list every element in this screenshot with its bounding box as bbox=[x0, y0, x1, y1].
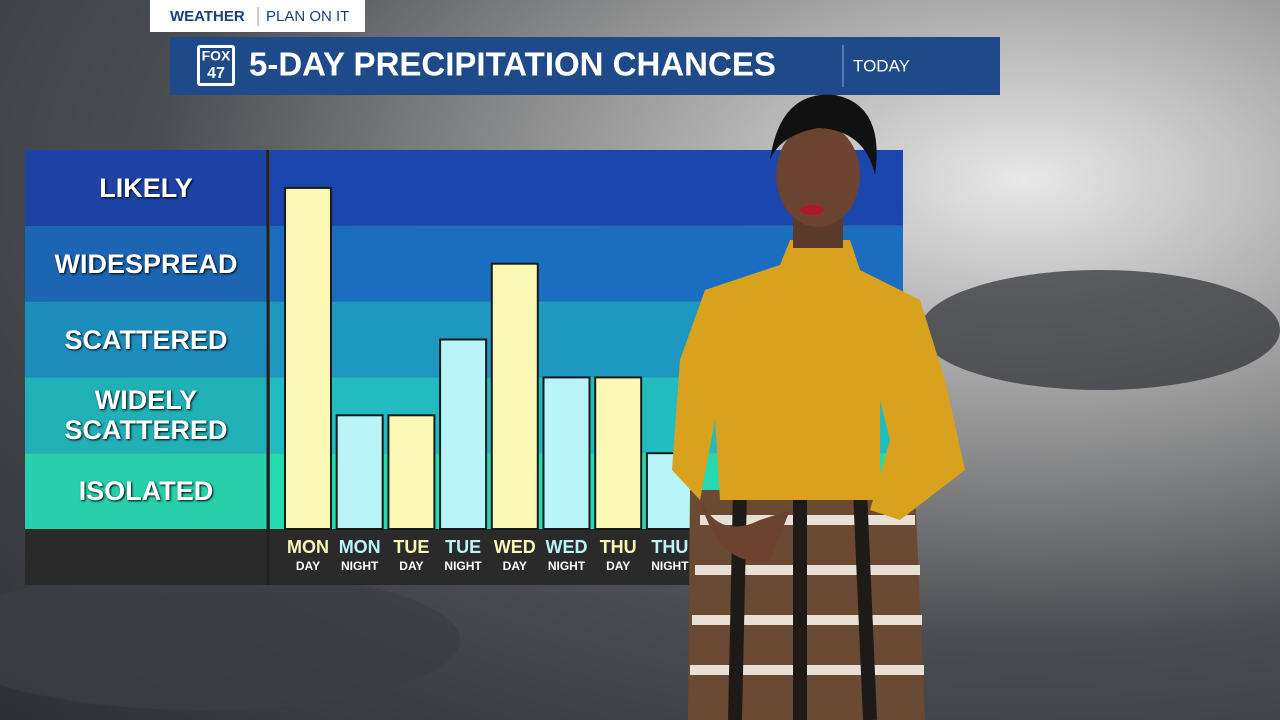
section: WEATHER bbox=[170, 8, 245, 25]
bar bbox=[284, 186, 332, 530]
label-band bbox=[25, 225, 267, 302]
bar bbox=[490, 262, 539, 530]
x-tick-sublabel: DAY bbox=[399, 559, 423, 573]
y-tick-label: LIKELY bbox=[99, 172, 193, 203]
y-tick-label: ISOLATED bbox=[78, 476, 214, 507]
logo: 47 bbox=[207, 65, 225, 82]
x-tick-label: WED bbox=[494, 537, 536, 557]
title: 5-DAY PRECIPITATION CHANCES bbox=[249, 46, 776, 83]
label-band bbox=[25, 453, 267, 529]
title-bar bbox=[170, 37, 1000, 95]
label-band bbox=[25, 377, 267, 454]
logo: FOX bbox=[202, 48, 231, 64]
x-tick-sublabel: NIGHT bbox=[341, 559, 379, 573]
bar bbox=[594, 376, 643, 530]
bar bbox=[335, 414, 384, 530]
x-tick-label: THU bbox=[600, 537, 637, 557]
x-tick-sublabel: DAY bbox=[296, 559, 320, 573]
x-tick-sublabel: NIGHT bbox=[548, 559, 586, 573]
bar bbox=[542, 376, 591, 530]
bar bbox=[387, 414, 436, 530]
presenter bbox=[672, 94, 965, 720]
x-tick-label: MON bbox=[287, 537, 329, 557]
x-tick-sublabel: NIGHT bbox=[444, 559, 482, 573]
y-tick-label: SCATTERED bbox=[64, 324, 228, 355]
x-tick-label: MON bbox=[339, 537, 381, 557]
label-band bbox=[25, 301, 267, 378]
x-tick-sublabel: DAY bbox=[503, 559, 527, 573]
x-tick-label: TUE bbox=[445, 537, 481, 557]
x-tick-label: THU bbox=[651, 537, 688, 557]
x-tick-sublabel: NIGHT bbox=[651, 559, 689, 573]
tagline: PLAN ON IT bbox=[266, 8, 349, 25]
y-tick-label: WIDELY SCATTERED bbox=[64, 385, 228, 446]
bar bbox=[645, 452, 694, 531]
x-tick-label: TUE bbox=[393, 537, 429, 557]
x-tick-label: WED bbox=[546, 537, 588, 557]
label-band bbox=[25, 150, 267, 226]
bar bbox=[439, 338, 488, 530]
x-tick-sublabel: DAY bbox=[606, 559, 630, 573]
badge: TODAY bbox=[853, 56, 910, 75]
y-tick-label: WIDESPREAD bbox=[54, 248, 238, 279]
